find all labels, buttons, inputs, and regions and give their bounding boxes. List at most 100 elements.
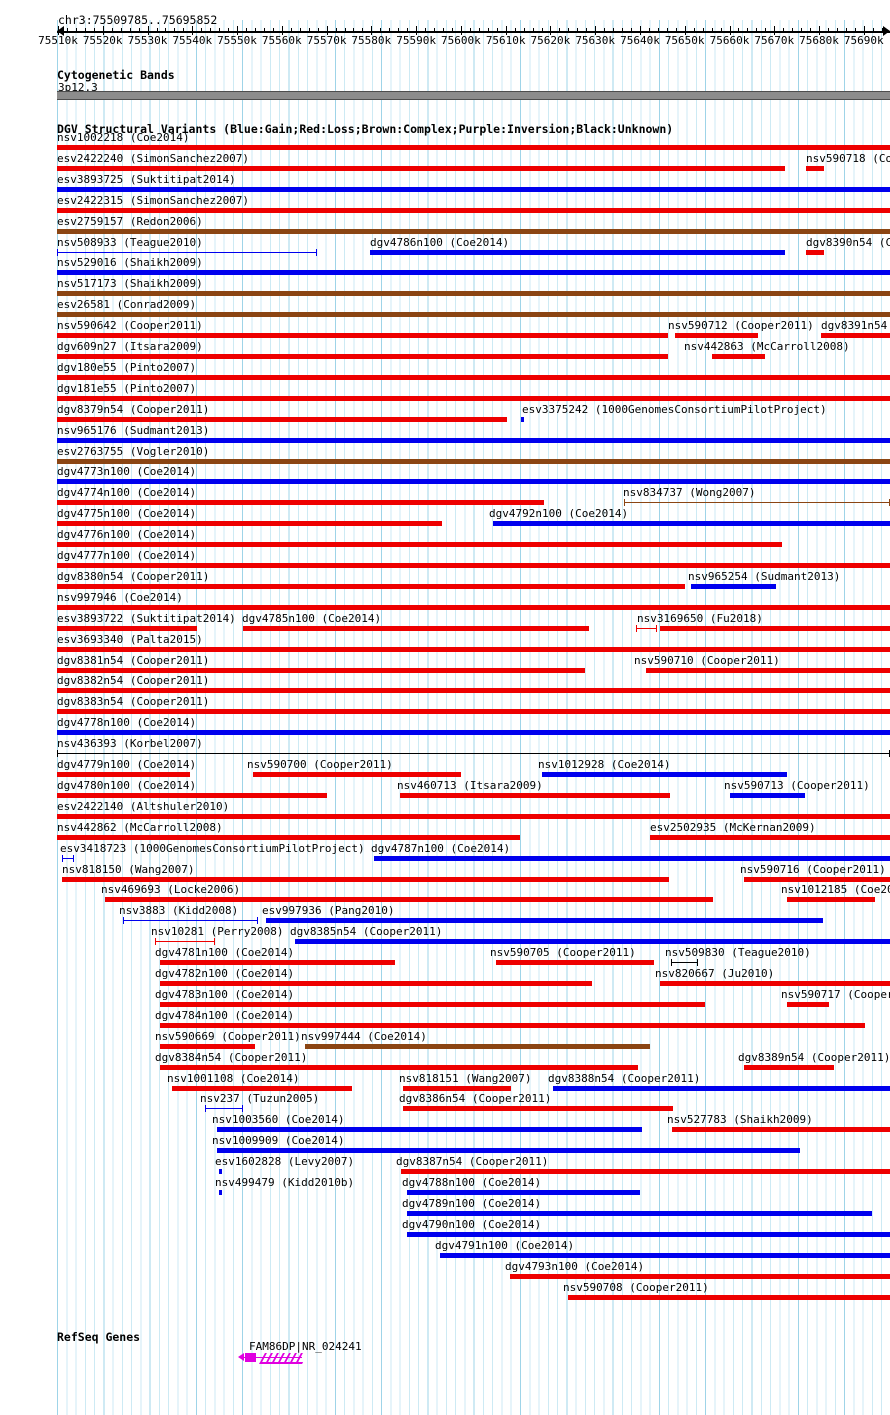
variant-bar[interactable] <box>57 500 544 506</box>
variant-bar[interactable] <box>219 1169 222 1175</box>
variant-bar[interactable] <box>400 792 670 798</box>
variant-bar[interactable] <box>370 249 785 255</box>
variant-bar[interactable] <box>542 772 787 777</box>
variant-bar[interactable] <box>806 249 824 255</box>
variant-bar[interactable] <box>295 939 890 945</box>
variant-bar[interactable] <box>57 563 890 568</box>
variant-bar[interactable] <box>636 624 657 632</box>
variant-bar[interactable] <box>57 667 585 673</box>
variant-bar[interactable] <box>660 981 890 986</box>
variant-label: dgv4778n100 (Coe2014) <box>57 716 197 730</box>
variant-bar[interactable] <box>57 479 890 485</box>
variant-bar[interactable] <box>62 854 74 862</box>
variant-bar[interactable] <box>57 312 890 318</box>
variant-bar[interactable] <box>510 1273 890 1279</box>
variant-bar[interactable] <box>217 1127 642 1133</box>
variant-bar[interactable] <box>57 186 890 192</box>
variant-bar[interactable] <box>568 1294 890 1300</box>
variant-bar[interactable] <box>160 1022 865 1028</box>
variant-bar[interactable] <box>57 604 890 610</box>
variant-bar[interactable] <box>160 960 395 966</box>
variant-bar[interactable] <box>57 730 890 736</box>
variant-bar[interactable] <box>57 772 190 777</box>
variant-bar[interactable] <box>105 897 713 903</box>
variant-bar[interactable] <box>671 959 698 967</box>
variant-bar[interactable] <box>407 1210 872 1216</box>
variant-bar[interactable] <box>172 1085 352 1091</box>
variant-bar[interactable] <box>374 855 890 861</box>
variant-bar[interactable] <box>57 709 890 715</box>
variant-bar[interactable] <box>493 521 890 527</box>
variant-bar[interactable] <box>821 333 890 339</box>
variant-bar[interactable] <box>57 521 442 527</box>
variant-bar[interactable] <box>219 1190 222 1195</box>
variant-bar[interactable] <box>57 291 890 297</box>
variant-bar[interactable] <box>57 248 317 256</box>
variant-bar[interactable] <box>57 207 890 213</box>
variant-bar[interactable] <box>675 333 758 339</box>
variant-bar[interactable] <box>57 542 782 548</box>
variant-bar[interactable] <box>646 667 890 673</box>
variant-bar[interactable] <box>691 583 776 589</box>
variant-bar[interactable] <box>440 1252 890 1258</box>
variant-bar[interactable] <box>407 1231 890 1237</box>
variant-bar[interactable] <box>205 1105 243 1113</box>
variant-bar[interactable] <box>403 1085 511 1091</box>
variant-bar[interactable] <box>57 437 890 443</box>
variant-bar[interactable] <box>253 772 461 777</box>
variant-bar[interactable] <box>57 333 668 339</box>
cytoband-bar[interactable] <box>57 91 890 100</box>
variant-bar[interactable] <box>57 688 890 694</box>
variant-bar[interactable] <box>57 625 197 631</box>
gene-glyph[interactable] <box>238 1352 308 1364</box>
variant-bar[interactable] <box>160 1064 638 1070</box>
variant-bar[interactable] <box>57 834 520 840</box>
variant-label: dgv8385n54 (Cooper2011) <box>290 925 443 939</box>
variant-bar[interactable] <box>57 750 890 758</box>
variant-bar[interactable] <box>266 918 823 924</box>
variant-bar[interactable] <box>57 583 685 589</box>
variant-bar[interactable] <box>160 1001 705 1007</box>
variant-bar[interactable] <box>744 876 890 882</box>
variant-bar[interactable] <box>744 1064 834 1070</box>
variant-bar[interactable] <box>496 960 654 966</box>
variant-label: nsv436393 (Korbel2007) <box>57 737 203 751</box>
variant-bar[interactable] <box>62 876 669 882</box>
variant-bar[interactable] <box>57 228 890 234</box>
variant-bar[interactable] <box>521 416 524 422</box>
variant-label: nsv997946 (Coe2014) <box>57 590 183 604</box>
variant-bar[interactable] <box>57 354 668 359</box>
variant-bar[interactable] <box>57 813 890 819</box>
variant-bar[interactable] <box>553 1085 890 1091</box>
variant-bar[interactable] <box>57 395 890 401</box>
variant-bar[interactable] <box>243 625 589 631</box>
variant-bar[interactable] <box>401 1169 890 1175</box>
variant-bar[interactable] <box>160 981 592 986</box>
variant-bar[interactable] <box>57 458 890 464</box>
variant-bar[interactable] <box>787 897 875 903</box>
variant-bar[interactable] <box>624 499 890 507</box>
variant-bar[interactable] <box>672 1127 890 1133</box>
variant-bar[interactable] <box>217 1148 800 1154</box>
variant-bar[interactable] <box>305 1043 650 1049</box>
variant-bar[interactable] <box>57 374 890 380</box>
variant-bar[interactable] <box>712 354 765 359</box>
variant-bar[interactable] <box>123 917 258 925</box>
variant-bar[interactable] <box>57 792 327 798</box>
ruler-tick-minor <box>219 28 221 33</box>
variant-bar[interactable] <box>57 270 890 276</box>
variant-bar[interactable] <box>403 1106 673 1112</box>
variant-bar[interactable] <box>730 792 805 798</box>
variant-bar[interactable] <box>806 165 824 171</box>
variant-bar[interactable] <box>407 1190 640 1195</box>
variant-bar[interactable] <box>160 1043 255 1049</box>
variant-bar[interactable] <box>57 145 890 150</box>
variant-bar[interactable] <box>650 834 890 840</box>
variant-bar[interactable] <box>57 165 785 171</box>
ruler-tick-minor <box>246 28 247 33</box>
variant-bar[interactable] <box>660 625 890 631</box>
variant-bar[interactable] <box>787 1001 829 1007</box>
variant-bar[interactable] <box>57 416 507 422</box>
variant-bar[interactable] <box>57 646 890 652</box>
variant-bar[interactable] <box>155 938 215 946</box>
